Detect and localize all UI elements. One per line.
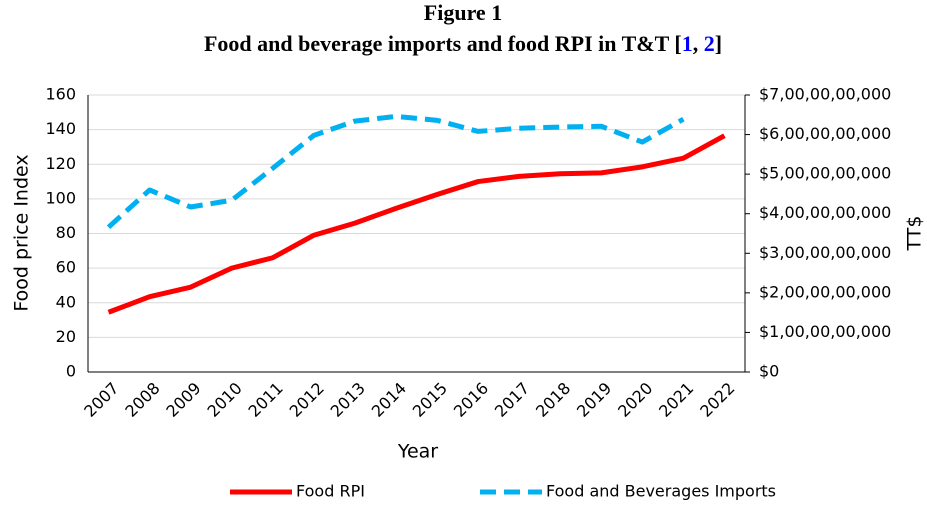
y-tick-label: 60 [56, 258, 76, 277]
x-tick-label: 2009 [162, 379, 204, 421]
x-tick-label: 2010 [204, 379, 246, 421]
y2-tick-label: $2,00,00,00,000 [759, 282, 891, 301]
chart-title: Figure 1 [424, 0, 502, 25]
subtitle-part: ] [715, 31, 722, 56]
x-tick-label: 2008 [121, 379, 163, 421]
x-tick-label: 2016 [450, 379, 492, 421]
y-tick-label: 0 [66, 362, 76, 381]
y-tick-label: 40 [56, 292, 76, 311]
y2-tick-label: $7,00,00,00,000 [759, 85, 891, 104]
y-axis-label: Food price Index [11, 154, 33, 311]
y2-tick-label: $4,00,00,00,000 [759, 203, 891, 222]
x-tick-label: 2012 [286, 379, 328, 421]
x-tick-label: 2017 [491, 379, 533, 421]
y2-tick-label: $5,00,00,00,000 [759, 164, 891, 183]
x-tick-label: 2007 [80, 379, 122, 421]
x-tick-label: 2018 [532, 379, 574, 421]
x-tick-label: 2015 [409, 379, 451, 421]
x-tick-label: 2021 [655, 379, 697, 421]
legend-label: Food RPI [296, 482, 365, 501]
y2-tick-label: $1,00,00,00,000 [759, 322, 891, 341]
subtitle-part: 1 [682, 31, 693, 56]
x-tick-label: 2019 [573, 379, 615, 421]
y-tick-label: 20 [56, 327, 76, 346]
y-tick-label: 80 [56, 223, 76, 242]
x-tick-label: 2011 [245, 379, 287, 421]
y-tick-label: 160 [45, 85, 76, 104]
y-tick-label: 100 [45, 188, 76, 207]
x-tick-label: 2014 [368, 379, 410, 421]
y-tick-label: 140 [45, 119, 76, 138]
x-tick-label: 2020 [614, 379, 656, 421]
chart-subtitle: Food and beverage imports and food RPI i… [204, 31, 722, 56]
legend-label: Food and Beverages Imports [546, 482, 776, 501]
y2-tick-label: $0 [759, 362, 779, 381]
y2-axis-label: TT$ [904, 216, 926, 252]
x-tick-label: 2022 [696, 379, 738, 421]
data-line [107, 133, 726, 315]
y2-tick-label: $3,00,00,00,000 [759, 243, 891, 262]
subtitle-part: , [693, 31, 704, 56]
x-tick-label: 2013 [327, 379, 369, 421]
x-axis-label: Year [397, 441, 438, 463]
subtitle-part: 2 [704, 31, 715, 56]
y-tick-label: 120 [45, 154, 76, 173]
subtitle-part: Food and beverage imports and food RPI i… [204, 31, 682, 56]
y2-tick-label: $6,00,00,00,000 [759, 124, 891, 143]
